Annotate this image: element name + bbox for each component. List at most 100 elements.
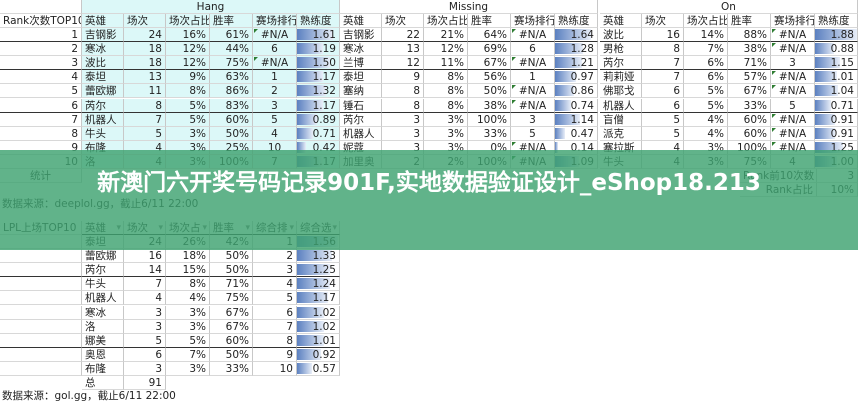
- games-cell[interactable]: 3: [124, 305, 166, 320]
- games-share-cell[interactable]: 5%: [684, 84, 728, 99]
- games-share-cell[interactable]: 14%: [684, 28, 728, 42]
- games-cell[interactable]: 14: [124, 263, 166, 278]
- games-share-cell[interactable]: 3%: [166, 126, 210, 141]
- games-share-cell[interactable]: 8%: [166, 277, 210, 292]
- proficiency-cell[interactable]: 1.21: [555, 56, 598, 71]
- hero-name-cell[interactable]: 波比: [600, 28, 642, 42]
- hero-name-cell[interactable]: 机器人: [600, 98, 642, 113]
- win-rate-cell[interactable]: 67%: [468, 56, 511, 71]
- hero-name-cell[interactable]: 吉钢影: [340, 28, 382, 42]
- column-header[interactable]: 英雄: [600, 14, 642, 28]
- win-rate-cell[interactable]: 50%: [468, 84, 511, 99]
- match-rank-cell[interactable]: 3: [253, 98, 297, 113]
- column-header[interactable]: 英雄: [340, 14, 382, 28]
- games-cell[interactable]: 18: [124, 42, 166, 57]
- column-header[interactable]: 熟练度: [555, 14, 598, 28]
- overall-score-cell[interactable]: 1.17: [297, 291, 340, 306]
- rank-number[interactable]: 6: [0, 98, 82, 113]
- hero-name-cell[interactable]: 寒冰: [82, 305, 124, 320]
- proficiency-cell[interactable]: 1.32: [297, 84, 340, 99]
- overall-rank-cell[interactable]: 3: [253, 263, 297, 278]
- games-cell[interactable]: 12: [382, 56, 424, 71]
- column-header[interactable]: 场次占比: [424, 14, 468, 28]
- match-rank-cell[interactable]: 5: [771, 98, 815, 113]
- games-share-cell[interactable]: 4%: [684, 112, 728, 127]
- rank-number[interactable]: 3: [0, 56, 82, 71]
- games-cell[interactable]: 8: [382, 98, 424, 113]
- hero-name-cell[interactable]: 男枪: [600, 42, 642, 57]
- overall-rank-cell[interactable]: 7: [253, 319, 297, 334]
- win-rate-cell[interactable]: 71%: [728, 56, 771, 71]
- match-rank-cell[interactable]: #N/A: [511, 56, 555, 71]
- games-cell[interactable]: 3: [124, 319, 166, 334]
- match-rank-cell[interactable]: #N/A: [771, 28, 815, 42]
- games-share-cell[interactable]: 11%: [424, 56, 468, 71]
- hero-name-cell[interactable]: 派克: [600, 126, 642, 141]
- overall-score-cell[interactable]: 1.02: [297, 305, 340, 320]
- games-cell[interactable]: 7: [124, 112, 166, 127]
- hero-name-cell[interactable]: 机器人: [82, 291, 124, 306]
- games-share-cell[interactable]: 12%: [166, 56, 210, 71]
- match-rank-cell[interactable]: 6: [511, 42, 555, 57]
- win-rate-cell[interactable]: 75%: [210, 291, 253, 306]
- overall-rank-cell[interactable]: 2: [253, 249, 297, 264]
- column-header[interactable]: 胜率: [728, 14, 771, 28]
- hero-name-cell[interactable]: 洛: [82, 319, 124, 334]
- win-rate-cell[interactable]: 50%: [210, 263, 253, 278]
- column-header[interactable]: 场次占比: [684, 14, 728, 28]
- games-share-cell[interactable]: 3%: [424, 126, 468, 141]
- games-cell[interactable]: 13: [124, 70, 166, 85]
- games-cell[interactable]: 6: [642, 98, 684, 113]
- overall-rank-cell[interactable]: 6: [253, 305, 297, 320]
- overall-rank-cell[interactable]: 4: [253, 277, 297, 292]
- overall-rank-cell[interactable]: 10: [253, 361, 297, 376]
- win-rate-cell[interactable]: 86%: [210, 84, 253, 99]
- proficiency-cell[interactable]: 0.89: [297, 112, 340, 127]
- hero-name-cell[interactable]: 机器人: [82, 112, 124, 127]
- match-rank-cell[interactable]: 2: [253, 84, 297, 99]
- hero-name-cell[interactable]: 兰博: [340, 56, 382, 71]
- overall-rank-cell[interactable]: 5: [253, 291, 297, 306]
- games-cell[interactable]: 7: [642, 56, 684, 71]
- games-cell[interactable]: 8: [642, 42, 684, 57]
- proficiency-cell[interactable]: 1.14: [555, 112, 598, 127]
- proficiency-cell[interactable]: 0.91: [815, 126, 858, 141]
- proficiency-cell[interactable]: 1.17: [297, 70, 340, 85]
- match-rank-cell[interactable]: #N/A: [253, 28, 297, 42]
- rank-number[interactable]: 7: [0, 112, 82, 127]
- win-rate-cell[interactable]: 50%: [210, 249, 253, 264]
- games-cell[interactable]: 18: [124, 56, 166, 71]
- games-cell[interactable]: 11: [124, 84, 166, 99]
- win-rate-cell[interactable]: 60%: [210, 112, 253, 127]
- proficiency-cell[interactable]: 0.74: [555, 98, 598, 113]
- hero-name-cell[interactable]: 芮尔: [82, 263, 124, 278]
- hero-name-cell[interactable]: 机器人: [340, 126, 382, 141]
- hero-name-cell[interactable]: 莉莉娅: [600, 70, 642, 85]
- games-cell[interactable]: 7: [642, 70, 684, 85]
- column-header[interactable]: 英雄: [82, 14, 124, 28]
- games-cell[interactable]: 16: [642, 28, 684, 42]
- games-cell[interactable]: 3: [124, 361, 166, 376]
- column-header[interactable]: 赛场排行: [253, 14, 297, 28]
- proficiency-cell[interactable]: 0.86: [555, 84, 598, 99]
- games-share-cell[interactable]: 3%: [166, 361, 210, 376]
- proficiency-cell[interactable]: 1.04: [815, 84, 858, 99]
- win-rate-cell[interactable]: 67%: [728, 84, 771, 99]
- proficiency-cell[interactable]: 1.64: [555, 28, 598, 42]
- match-rank-cell[interactable]: 6: [253, 42, 297, 57]
- match-rank-cell[interactable]: 1: [253, 70, 297, 85]
- proficiency-cell[interactable]: 1.19: [297, 42, 340, 57]
- games-share-cell[interactable]: 15%: [166, 263, 210, 278]
- overall-score-cell[interactable]: 0.57: [297, 361, 340, 376]
- match-rank-cell[interactable]: #N/A: [253, 56, 297, 71]
- games-cell[interactable]: 3: [382, 112, 424, 127]
- games-share-cell[interactable]: 7%: [166, 347, 210, 362]
- hero-name-cell[interactable]: 盲僧: [600, 112, 642, 127]
- column-header[interactable]: 场次: [642, 14, 684, 28]
- match-rank-cell[interactable]: #N/A: [771, 84, 815, 99]
- match-rank-cell[interactable]: #N/A: [771, 126, 815, 141]
- hero-name-cell[interactable]: 塞纳: [340, 84, 382, 99]
- hero-name-cell[interactable]: 吉钢影: [82, 28, 124, 42]
- column-header[interactable]: 熟练度: [815, 14, 858, 28]
- rank-number[interactable]: 2: [0, 42, 82, 57]
